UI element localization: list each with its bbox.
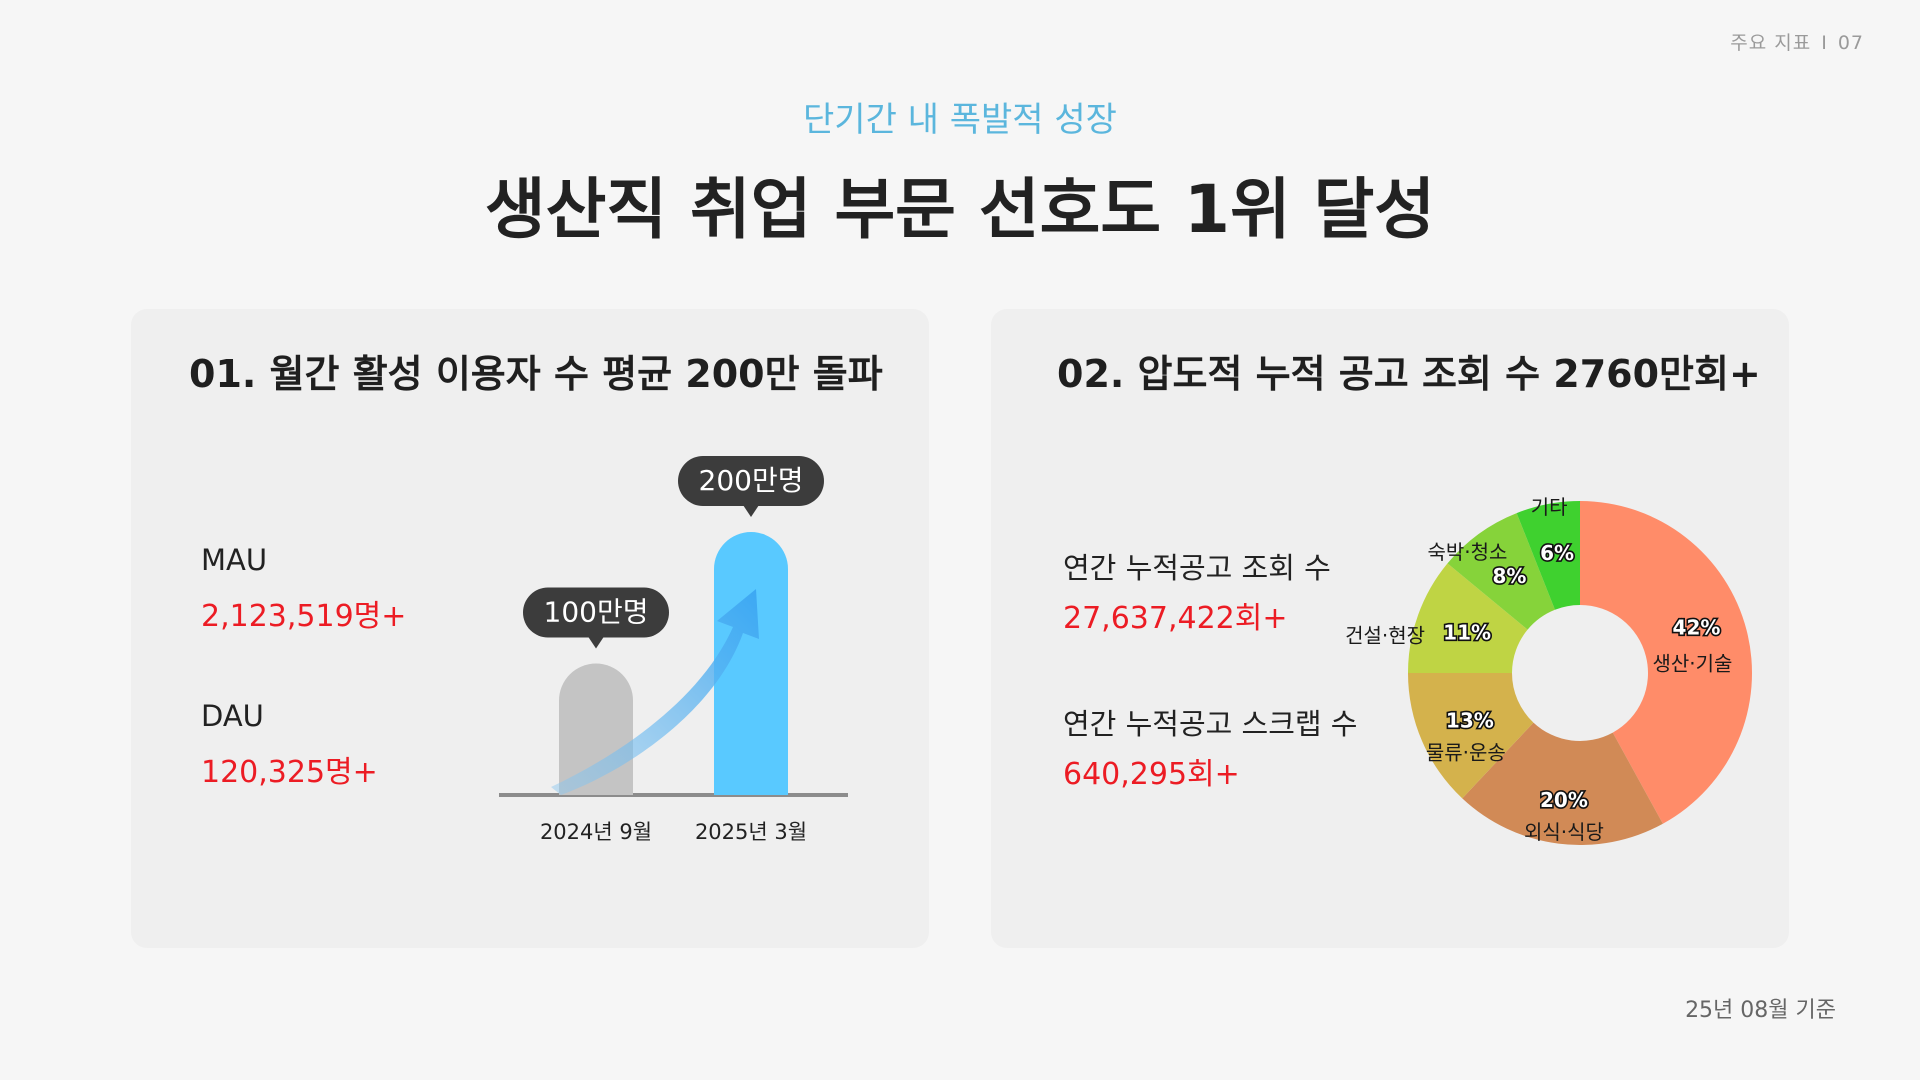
bar-category-label: 2025년 3월 <box>695 820 807 844</box>
value-bubble <box>523 587 669 638</box>
mau-card: 01. 월간 활성 이용자 수 평균 200만 돌파 MAU 2,123,519… <box>131 309 929 948</box>
users-bar-chart: 100만명 2024년 9월 200만명 2025년 3월 <box>499 456 848 844</box>
slice-category-label: 기타 <box>1531 495 1568 519</box>
mau-card-title: 01. 월간 활성 이용자 수 평균 200만 돌파 <box>189 352 883 396</box>
views-label: 연간 누적공고 조회 수 <box>1063 551 1331 585</box>
views-card-title: 02. 압도적 누적 공고 조회 수 2760만회+ <box>1057 352 1761 396</box>
section-name: 주요 지표 <box>1730 32 1812 54</box>
slice-category-label: 물류·운송 <box>1426 741 1506 765</box>
value-bubble-pointer <box>743 505 759 517</box>
slice-category-label: 외식·식당 <box>1524 820 1604 844</box>
slice-percent-label: 13% <box>1446 709 1494 733</box>
page-title: 생산직 취업 부문 선호도 1위 달성 <box>484 171 1436 248</box>
views-value: 27,637,422회+ <box>1063 601 1288 636</box>
slice-category-label: 숙박·청소 <box>1427 540 1507 564</box>
page-subtitle: 단기간 내 폭발적 성장 <box>803 100 1117 140</box>
mau-label: MAU <box>201 543 268 577</box>
donut-slice <box>1580 501 1752 824</box>
scraps-value: 640,295회+ <box>1063 757 1240 792</box>
donut-slice <box>1516 501 1580 610</box>
slice-percent-label: 6% <box>1540 541 1574 565</box>
slice-percent-label: 8% <box>1492 564 1526 588</box>
mau-value: 2,123,519명+ <box>201 599 407 634</box>
donut-slice <box>1462 722 1663 845</box>
views-card: 02. 압도적 누적 공고 조회 수 2760만회+ 연간 누적공고 조회 수 … <box>991 309 1789 948</box>
scraps-label: 연간 누적공고 스크랩 수 <box>1063 707 1358 741</box>
dau-label: DAU <box>201 699 264 733</box>
footnote: 25년 08월 기준 <box>1685 998 1836 1023</box>
donut-slice <box>1408 673 1534 799</box>
slice-percent-label: 20% <box>1540 788 1588 812</box>
bar-value-label: 200만명 <box>699 464 804 497</box>
donut-slice <box>1408 563 1528 673</box>
page-indicator: 주요 지표 I 07 <box>1730 28 1864 55</box>
bar-value-label: 100만명 <box>544 596 649 629</box>
slice-category-label: 생산·기술 <box>1652 652 1732 676</box>
value-bubble <box>678 456 824 506</box>
slice-percent-label: 11% <box>1443 620 1491 644</box>
page-separator: I <box>1821 32 1828 54</box>
bar-category-label: 2024년 9월 <box>540 820 652 844</box>
bar <box>714 532 788 795</box>
dau-value: 120,325명+ <box>201 755 378 790</box>
page-number: 07 <box>1837 32 1864 54</box>
category-donut-chart: 42% 생산·기술 20% 외식·식당 13% 물류·운송 11% 건설·현장 8%숙박·청소 6… <box>1345 495 1752 845</box>
donut-slice <box>1447 513 1555 630</box>
value-bubble-pointer <box>588 636 604 649</box>
slice-percent-label: 42% <box>1673 616 1721 640</box>
growth-arrow <box>551 589 759 795</box>
slice-category-label: 건설·현장 <box>1345 623 1425 647</box>
